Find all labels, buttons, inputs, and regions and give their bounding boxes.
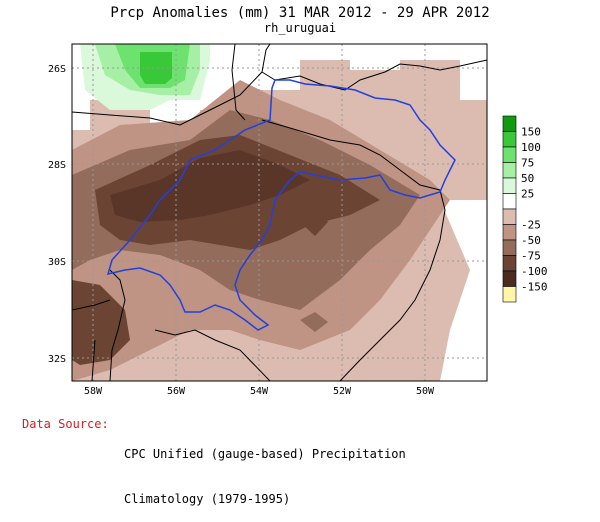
lon-label-52W: 52W [333,386,352,397]
lat-label-30S: 30S [48,257,66,268]
legend-swatch [502,270,517,287]
basin-outline [106,79,456,331]
anomaly-field [72,44,487,381]
map-title: Prcp Anomalies (mm) 31 MAR 2012 - 29 APR… [110,5,490,21]
anomaly-map: 26S 28S 30S 32S 58W 56W 54W 52W 50W 1501… [48,43,548,397]
legend-swatch [502,146,517,163]
legend-label: -75 [521,250,541,263]
legend-label: -100 [521,265,548,278]
legend-swatch [502,286,517,303]
legend-swatch [502,131,517,148]
legend-label: 150 [521,126,541,139]
map-subtitle: rh_uruguai [263,21,337,35]
legend-label: -25 [521,219,541,232]
legend-swatch [502,239,517,256]
legend-swatch [502,177,517,194]
legend-label: 50 [521,172,534,185]
field-minus100-sw [72,280,130,365]
lon-label-50W: 50W [416,386,435,397]
color-legend: 150 100 75 50 25 -25 -50 -75 -100 -150 [502,115,548,303]
lat-label-32S: 32S [48,354,66,365]
legend-swatch [502,224,517,241]
data-source-text: CPC Unified (gauge-based) Precipitation … [124,417,406,522]
field-white-east [440,200,487,381]
field-minus100-spot1 [300,210,328,236]
lon-axis-labels: 58W 56W 54W 52W 50W [84,386,435,397]
grid-lines [72,44,487,381]
legend-swatch [502,255,517,272]
legend-swatch [502,208,517,225]
legend-label: 100 [521,141,541,154]
field-green-100 [140,52,172,84]
lat-label-26S: 26S [48,64,66,75]
lon-label-56W: 56W [167,386,186,397]
legend-label: -50 [521,234,541,247]
legend-swatch [502,193,517,210]
lat-label-28S: 28S [48,160,66,171]
lon-label-58W: 58W [84,386,103,397]
legend-swatch [502,115,517,132]
plot-frame [71,43,488,382]
field-minus150 [110,150,310,222]
data-source-line1: CPC Unified (gauge-based) Precipitation [124,447,406,461]
lat-axis-labels: 26S 28S 30S 32S [48,64,66,365]
legend-label: 75 [521,157,534,170]
legend-swatch [502,162,517,179]
legend-label: 25 [521,188,534,201]
lon-label-54W: 54W [250,386,269,397]
field-minus75-spot2 [300,312,328,332]
data-source-line2: Climatology (1979-1995) [124,492,291,506]
data-source-label: Data Source: [22,417,109,431]
coastline-borders [72,44,487,381]
legend-label: -150 [521,281,548,294]
